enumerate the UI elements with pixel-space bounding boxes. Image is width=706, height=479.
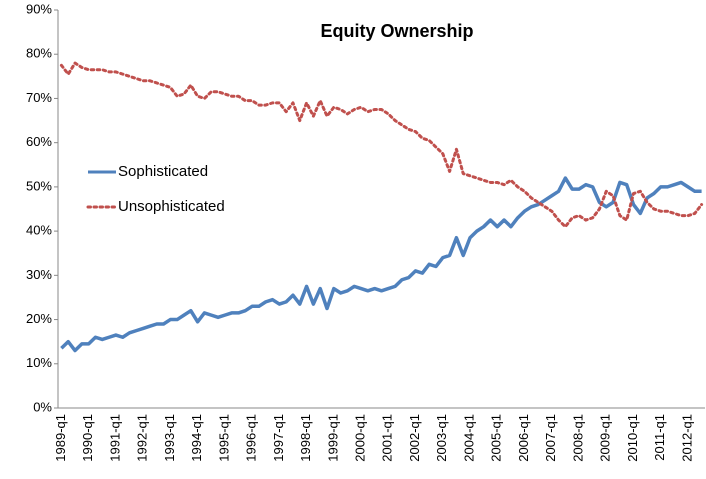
- legend-label: Sophisticated: [118, 163, 208, 180]
- x-tick-label: 2010-q1: [625, 414, 640, 462]
- x-tick-label: 2001-q1: [380, 414, 395, 462]
- x-tick-label: 2012-q1: [679, 414, 694, 462]
- x-tick-label: 1996-q1: [244, 414, 259, 462]
- x-tick-label: 2009-q1: [598, 414, 613, 462]
- x-tick-label: 1997-q1: [271, 414, 286, 462]
- x-tick-label: 2007-q1: [543, 414, 558, 462]
- x-tick-label: 2003-q1: [434, 414, 449, 462]
- x-tick-label: 1991-q1: [107, 414, 122, 462]
- x-tick-label: 2011-q1: [652, 414, 667, 461]
- y-tick-label: 20%: [26, 311, 52, 326]
- series-line: [59, 61, 704, 229]
- x-tick-label: 1995-q1: [216, 414, 231, 462]
- x-tick-label: 1994-q1: [189, 414, 204, 462]
- x-tick-label: 1990-q1: [80, 414, 95, 462]
- y-tick-label: 70%: [26, 90, 52, 105]
- legend-label: Unsophisticated: [118, 198, 225, 215]
- x-tick-label: 2004-q1: [461, 414, 476, 462]
- x-tick-label: 1993-q1: [162, 414, 177, 462]
- y-tick-label: 0%: [33, 399, 52, 414]
- y-tick-label: 10%: [26, 355, 52, 370]
- x-tick-label: 2005-q1: [489, 414, 504, 462]
- y-tick-label: 50%: [26, 178, 52, 193]
- x-tick-label: 1999-q1: [325, 414, 340, 462]
- y-tick-label: 80%: [26, 46, 52, 61]
- y-tick-label: 90%: [26, 1, 52, 16]
- x-tick-label: 1998-q1: [298, 414, 313, 462]
- y-tick-label: 40%: [26, 223, 52, 238]
- x-tick-label: 1992-q1: [135, 414, 150, 462]
- series-line: [60, 176, 702, 353]
- x-tick-label: 2006-q1: [516, 414, 531, 462]
- x-tick-label: 1989-q1: [53, 414, 68, 462]
- chart-title: Equity Ownership: [320, 21, 473, 41]
- y-tick-label: 30%: [26, 267, 52, 282]
- y-tick-label: 60%: [26, 134, 52, 149]
- x-tick-label: 2000-q1: [353, 414, 368, 462]
- x-tick-label: 2008-q1: [570, 414, 585, 462]
- x-tick-label: 2002-q1: [407, 414, 422, 462]
